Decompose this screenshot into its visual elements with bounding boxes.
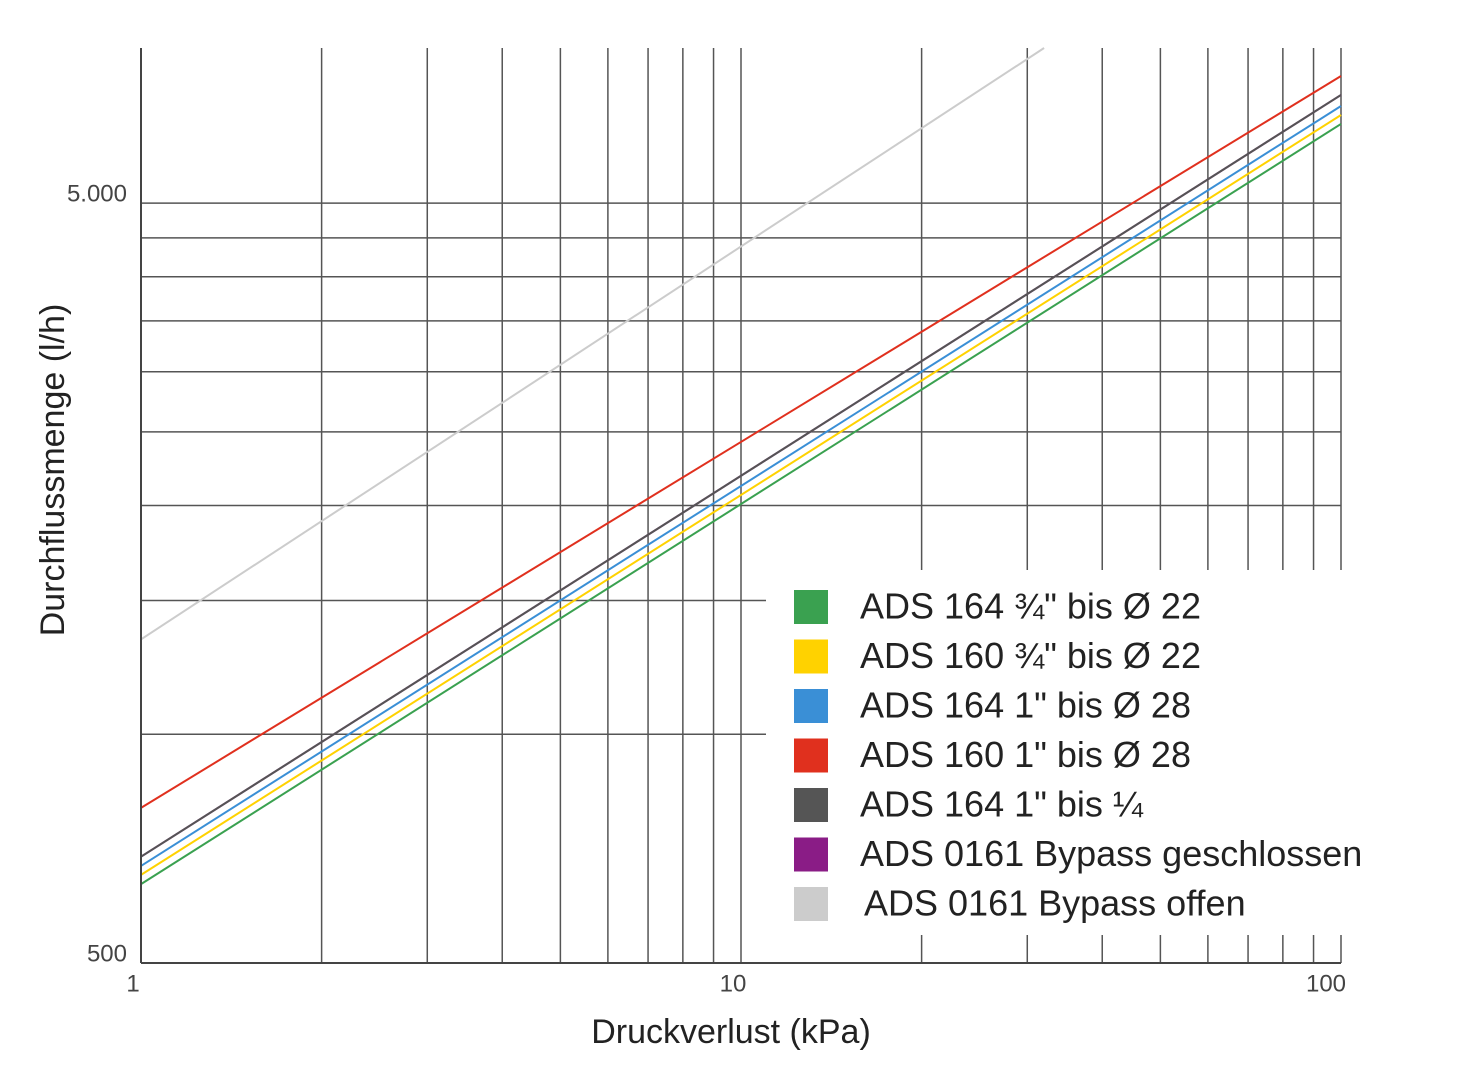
legend-swatch [794,590,828,624]
legend-swatch [794,837,828,872]
legend-swatch [794,738,828,773]
legend-label: ADS 164 1" bis Ø 28 [860,685,1191,726]
series-line [140,75,1342,809]
legend-swatch [794,887,828,921]
series-line [140,123,1342,885]
series-line [140,47,1045,641]
legend-swatch [794,788,828,822]
y-tick-label: 5.000 [67,180,127,207]
y-axis-title: Durchflussmenge (l/h) [34,304,72,637]
legend-label: ADS 0161 Bypass offen [864,883,1246,924]
x-tick-label: 1 [126,970,139,997]
y-tick-label: 500 [87,940,127,967]
legend-label: ADS 164 1" bis ¼ [860,784,1144,825]
legend-label: ADS 0161 Bypass geschlossen [860,833,1362,874]
x-axis-title: Druckverlust (kPa) [591,1013,871,1051]
series-line [140,105,1342,867]
legend-box [766,570,1366,935]
legend-swatch [794,639,828,674]
x-tick-label: 100 [1306,970,1346,997]
legend-label: ADS 160 ¾" bis Ø 22 [860,635,1201,676]
legend-label: ADS 160 1" bis Ø 28 [860,734,1191,775]
series-line [140,114,1342,876]
legend-swatch [794,689,828,723]
legend-label: ADS 164 ¾" bis Ø 22 [860,586,1201,627]
x-tick-label: 10 [720,970,747,997]
series-line [140,94,1342,858]
